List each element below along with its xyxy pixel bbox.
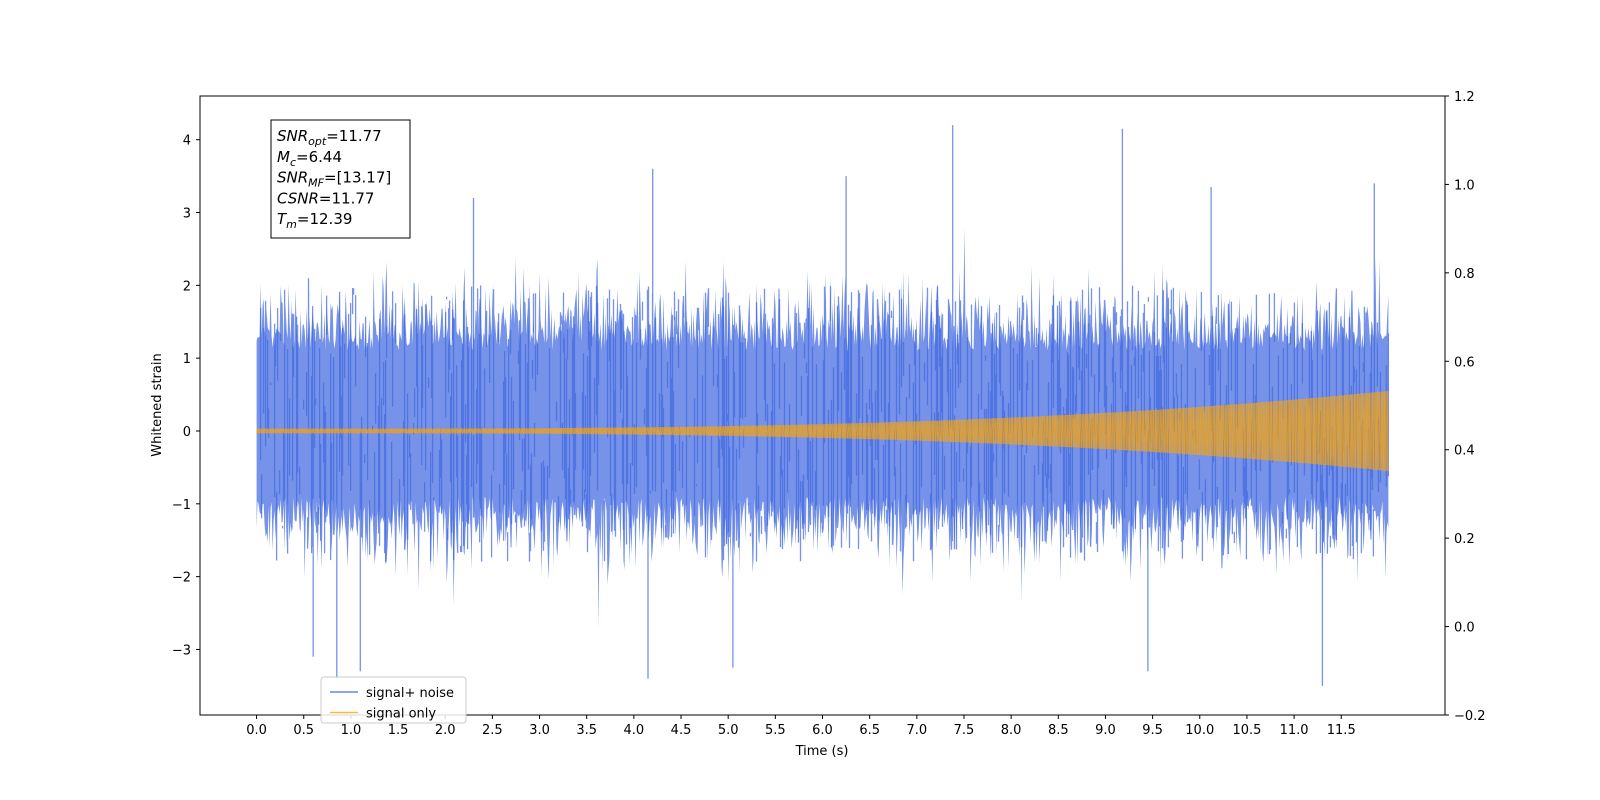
x-tick-label: 10.0 xyxy=(1185,723,1214,738)
x-tick-label: 2.5 xyxy=(482,723,503,738)
annotation-symbol: T xyxy=(277,210,288,228)
y-tick-label: 1 xyxy=(183,352,191,367)
plot-area xyxy=(256,125,1390,686)
x-tick-label: 6.0 xyxy=(812,723,833,738)
x-tick-label: 8.5 xyxy=(1048,723,1069,738)
x-tick-label: 11.0 xyxy=(1280,723,1309,738)
x-tick-label: 3.5 xyxy=(576,723,597,738)
x-tick-label: 9.0 xyxy=(1095,723,1116,738)
y2-tick-label: −0.2 xyxy=(1454,709,1486,724)
x-tick-label: 10.5 xyxy=(1232,723,1261,738)
y2-tick-label: 0.8 xyxy=(1454,267,1475,282)
legend-frame xyxy=(320,676,467,724)
y2-tick-label: 0.6 xyxy=(1454,355,1475,370)
annotation-subscript: opt xyxy=(308,135,327,148)
y-tick-label: −2 xyxy=(172,571,191,586)
x-tick-label: 7.0 xyxy=(906,723,927,738)
y2-tick-label: 1.2 xyxy=(1454,90,1475,105)
annotation-value: =11.77 xyxy=(319,189,375,207)
x-tick-label: 5.5 xyxy=(765,723,786,738)
x-tick-label: 7.5 xyxy=(954,723,975,738)
annotation-value: =[13.17] xyxy=(324,169,391,187)
legend-label: signal only xyxy=(366,707,436,722)
annotation-symbol: CSNR xyxy=(277,189,319,207)
x-tick-label: 0.0 xyxy=(246,723,267,738)
x-tick-label: 1.0 xyxy=(341,723,362,738)
x-tick-label: 5.0 xyxy=(718,723,739,738)
annotation-value: =12.39 xyxy=(297,210,353,228)
legend-label: signal+ noise xyxy=(366,686,454,701)
y-tick-label: 3 xyxy=(183,207,191,222)
x-axis: 0.0 0.5 1.0 1.5 2.0 2.5 3.0 3.5 4.0 4.5 5.0 5.5 6.0 6… xyxy=(246,715,1356,738)
x-tick-label: 2.0 xyxy=(435,723,456,738)
annotation-line: Mc=6.44 xyxy=(277,148,342,169)
y-tick-label: 2 xyxy=(183,279,191,294)
x-tick-label: 11.5 xyxy=(1327,723,1356,738)
annotation-symbol: M xyxy=(277,148,290,166)
annotation-subscript: c xyxy=(290,156,296,169)
annotation-subscript: m xyxy=(286,218,297,231)
signal-only-envelope xyxy=(256,390,1389,471)
y-tick-label: 0 xyxy=(183,425,191,440)
x-axis-label: Time (s) xyxy=(795,744,849,759)
stats-annotation-box: SNRopt=11.77Mc=6.44SNRMF=[13.17]CSNR=11.… xyxy=(270,119,411,239)
x-tick-label: 1.5 xyxy=(388,723,409,738)
y-axis: −3 −2 −1 0 1 2 3 4 xyxy=(172,134,200,658)
y-tick-label: −3 xyxy=(172,643,191,658)
x-tick-label: 0.5 xyxy=(293,723,314,738)
annotation-frame xyxy=(270,119,411,239)
y2-tick-label: 0.4 xyxy=(1454,444,1475,459)
annotation-subscript: MF xyxy=(308,177,324,190)
annotation-symbol: SNR xyxy=(277,127,308,145)
y2-axis: −0.2 0.0 0.2 0.4 0.6 0.8 1.0 1.2 xyxy=(1445,90,1486,724)
y2-tick-label: 0.0 xyxy=(1454,621,1475,636)
y-tick-label: 4 xyxy=(183,134,191,149)
y2-tick-label: 1.0 xyxy=(1454,178,1475,193)
x-tick-label: 9.5 xyxy=(1142,723,1163,738)
x-tick-label: 4.0 xyxy=(624,723,645,738)
annotation-line: SNRopt=11.77 xyxy=(277,127,382,148)
legend: signal+ noise signal only xyxy=(320,676,467,724)
x-tick-label: 6.5 xyxy=(859,723,880,738)
annotation-line: SNRMF=[13.17] xyxy=(277,169,391,190)
annotation-value: =11.77 xyxy=(326,127,382,145)
x-tick-label: 3.0 xyxy=(529,723,550,738)
y2-tick-label: 0.2 xyxy=(1454,532,1475,547)
annotation-line: CSNR=11.77 xyxy=(277,189,374,207)
y-tick-label: −1 xyxy=(172,498,191,513)
x-tick-label: 8.0 xyxy=(1001,723,1022,738)
x-tick-label: 4.5 xyxy=(671,723,692,738)
annotation-value: =6.44 xyxy=(296,148,342,166)
annotation-line: Tm=12.39 xyxy=(277,210,352,231)
y-axis-label: Whitened strain xyxy=(150,353,165,456)
signal-only-series xyxy=(256,391,1389,472)
annotation-symbol: SNR xyxy=(277,169,308,187)
